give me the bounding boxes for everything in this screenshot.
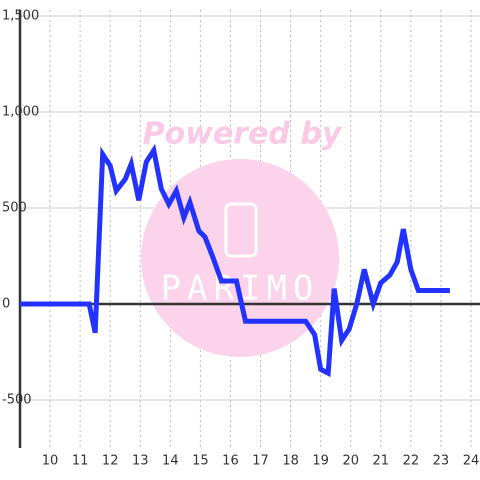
x-tick-label: 16 — [222, 454, 239, 469]
x-tick-label: 19 — [312, 454, 329, 469]
y-tick-label: 0 — [2, 297, 10, 312]
x-tick-label: 15 — [192, 454, 209, 469]
y-tick-label: 500 — [2, 201, 27, 216]
x-tick-label: 13 — [132, 454, 149, 469]
x-tick-label: 22 — [403, 454, 420, 469]
x-tick-label: 12 — [102, 454, 119, 469]
y-tick-label: -500 — [2, 393, 32, 408]
x-tick-label: 11 — [72, 454, 89, 469]
x-tick-label: 14 — [162, 454, 179, 469]
watermark-text: Powered by — [143, 117, 343, 152]
watermark: Powered by PARIMO — [141, 117, 343, 357]
watermark-icon — [224, 202, 258, 258]
x-tick-label: 23 — [433, 454, 450, 469]
x-tick-label: 20 — [342, 454, 359, 469]
x-tick-label: 21 — [373, 454, 390, 469]
x-tick-label: 10 — [42, 454, 59, 469]
x-tick-label: 18 — [282, 454, 299, 469]
x-tick-label: 24 — [463, 454, 480, 469]
line — [20, 143, 450, 378]
x-tick-label: 17 — [252, 454, 269, 469]
